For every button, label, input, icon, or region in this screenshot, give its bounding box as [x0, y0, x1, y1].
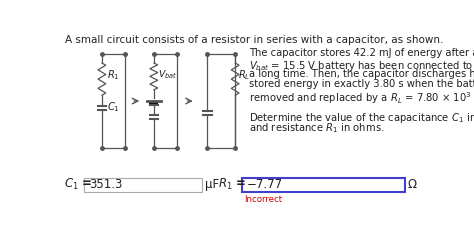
Text: removed and replaced by a $R_L$ = 7.80 × 10$^3$ Ω load.: removed and replaced by a $R_L$ = 7.80 ×…: [249, 90, 474, 106]
Text: The capacitor stores 42.2 mJ of energy after a: The capacitor stores 42.2 mJ of energy a…: [249, 48, 474, 58]
FancyBboxPatch shape: [242, 178, 405, 191]
Text: stored energy in exactly 3.80 s when the battery is: stored energy in exactly 3.80 s when the…: [249, 79, 474, 90]
Text: $V_{bat}$: $V_{bat}$: [158, 69, 177, 82]
Text: a long time. Then, the capacitor discharges half of this: a long time. Then, the capacitor dischar…: [249, 69, 474, 79]
Text: Ω: Ω: [408, 178, 417, 191]
Text: A small circuit consists of a resistor in series with a capacitor, as shown.: A small circuit consists of a resistor i…: [65, 35, 444, 45]
FancyBboxPatch shape: [84, 178, 202, 191]
Text: $V_{bat}$ = 15.5 V battery has been connected to the circuit for: $V_{bat}$ = 15.5 V battery has been conn…: [249, 59, 474, 73]
Text: $R_1$: $R_1$: [107, 68, 120, 82]
Text: $R_L$: $R_L$: [238, 68, 251, 82]
Text: Incorrect: Incorrect: [244, 195, 282, 204]
Text: $C_1$ =: $C_1$ =: [64, 177, 92, 192]
Text: $R_1$ =: $R_1$ =: [218, 177, 246, 192]
Text: Determine the value of the capacitance $C_1$ in microfarads: Determine the value of the capacitance $…: [249, 111, 474, 125]
Text: $C_1$: $C_1$: [107, 101, 120, 114]
Text: 351.3: 351.3: [89, 178, 122, 191]
Text: μF: μF: [205, 178, 219, 191]
Text: and resistance $R_1$ in ohms.: and resistance $R_1$ in ohms.: [249, 121, 384, 135]
Text: −7.77: −7.77: [247, 178, 283, 191]
FancyBboxPatch shape: [149, 101, 158, 105]
